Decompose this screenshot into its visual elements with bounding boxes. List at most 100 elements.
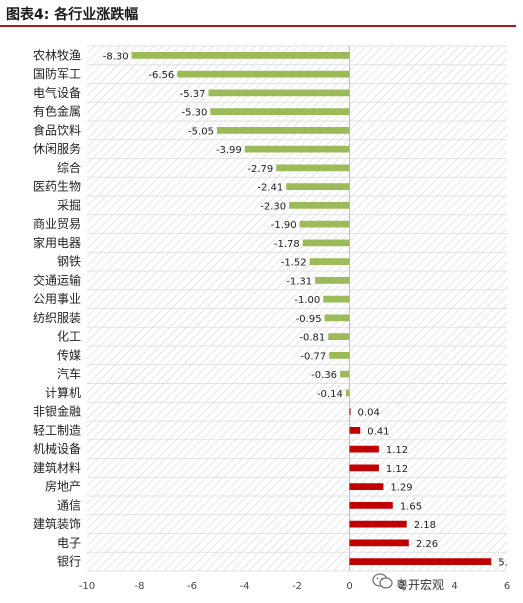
category-labels: 农林牧渔国防军工电气设备有色金属食品饮料休闲服务综合医药生物采掘商业贸易家用电器…: [33, 48, 81, 568]
bar: [315, 277, 350, 284]
value-label: -3.99: [216, 145, 242, 156]
category-label: 电子: [57, 536, 81, 550]
category-label: 交通运输: [33, 272, 81, 287]
bar: [349, 539, 409, 547]
x-tick-label: 2: [399, 581, 405, 592]
value-label: 1.29: [390, 483, 412, 494]
x-tick-label: -10: [79, 581, 95, 592]
value-label: -8.30: [103, 51, 129, 62]
value-label: 2.18: [414, 520, 436, 531]
bar: [216, 127, 350, 134]
category-label: 汽车: [57, 366, 81, 381]
value-label: -5.30: [182, 108, 208, 119]
value-label: 5.: [498, 558, 508, 569]
value-label: -6.56: [148, 70, 174, 81]
value-label: -1.52: [281, 258, 307, 269]
category-label: 建筑材料: [33, 460, 81, 475]
value-label: -5.05: [188, 126, 214, 137]
bar: [323, 295, 350, 303]
category-label: 采掘: [57, 197, 81, 212]
bar: [309, 258, 350, 265]
bar: [286, 183, 350, 190]
x-tick-label: 6: [504, 581, 510, 592]
category-label: 纺织服装: [33, 311, 81, 325]
bar: [302, 239, 350, 247]
category-label: 房地产: [45, 479, 81, 494]
value-label: -2.30: [260, 201, 286, 212]
bar-chart: 农林牧渔国防军工电气设备有色金属食品饮料休闲服务综合医药生物采掘商业贸易家用电器…: [33, 45, 510, 592]
value-label: -0.36: [311, 370, 337, 381]
bar: [299, 220, 350, 228]
category-label: 传媒: [57, 347, 81, 362]
bar: [324, 314, 350, 322]
value-label: -5.37: [180, 89, 206, 100]
value-label: -1.90: [271, 220, 297, 231]
bar: [349, 408, 351, 415]
category-label: 有色金属: [33, 104, 81, 119]
grid: [87, 45, 507, 572]
value-label: -1.78: [274, 239, 300, 250]
watermark-text: 粤开宏观: [396, 578, 445, 592]
chart-title: 图表4: 各行业涨跌幅: [6, 7, 139, 23]
bars: [131, 52, 492, 565]
category-label: 农林牧渔: [33, 48, 81, 62]
category-label: 机械设备: [33, 441, 81, 456]
x-tick-label: -6: [187, 581, 197, 592]
category-label: 公用事业: [33, 292, 81, 306]
category-label: 休闲服务: [33, 141, 81, 156]
category-label: 计算机: [45, 385, 81, 400]
bar: [289, 202, 350, 209]
value-label: -1.00: [294, 295, 320, 306]
bar: [210, 108, 350, 115]
x-tick-label: 4: [451, 581, 457, 592]
wechat-icon: [372, 573, 393, 589]
value-label: 1.12: [386, 464, 408, 475]
category-label: 钢铁: [57, 255, 81, 269]
bar: [340, 370, 350, 378]
value-label: -2.79: [247, 164, 273, 175]
x-tick-label: -2: [292, 581, 302, 592]
value-label: -0.14: [317, 389, 343, 400]
value-label: -0.81: [299, 333, 325, 344]
bar: [208, 89, 350, 97]
category-label: 轻工制造: [33, 423, 81, 437]
category-label: 非银金融: [33, 404, 81, 419]
value-label: -0.95: [296, 314, 322, 325]
bar: [345, 389, 350, 397]
bar: [349, 427, 361, 434]
value-label: -0.77: [300, 351, 326, 362]
title-rule: [0, 25, 516, 27]
category-label: 综合: [57, 160, 81, 175]
x-axis: -10 -8 -6 -4 -2 0 2 4 6: [79, 581, 510, 592]
bar: [328, 333, 350, 340]
category-label: 家用电器: [33, 235, 81, 250]
bar: [131, 52, 350, 59]
value-label: -2.41: [257, 183, 283, 194]
category-label: 食品饮料: [33, 122, 81, 137]
bar: [349, 558, 492, 565]
x-tick-label: -8: [135, 581, 145, 592]
category-label: 商业贸易: [33, 216, 81, 231]
value-label: 0.04: [358, 408, 380, 419]
bar: [349, 464, 379, 472]
bar: [349, 445, 379, 453]
bar: [276, 164, 350, 172]
bar: [244, 145, 350, 153]
value-label: 2.26: [416, 539, 438, 550]
category-label: 化工: [57, 330, 81, 344]
category-label: 国防军工: [33, 66, 81, 81]
bar: [349, 483, 384, 490]
bar: [177, 70, 350, 78]
bar: [349, 520, 407, 528]
category-label: 建筑装饰: [33, 516, 81, 531]
x-tick-label: -4: [240, 581, 250, 592]
value-label: 0.41: [367, 426, 389, 437]
value-label: -1.31: [286, 276, 312, 287]
category-label: 银行: [57, 555, 81, 569]
value-labels: -8.30 -6.56 -5.37 -5.30 -5.05-3.99 -2.79 -2.41…: [103, 51, 508, 568]
bar: [329, 352, 350, 359]
bar: [349, 502, 393, 509]
value-label: 1.65: [400, 501, 422, 512]
category-label: 医药生物: [33, 180, 81, 194]
category-label: 电气设备: [33, 85, 81, 100]
